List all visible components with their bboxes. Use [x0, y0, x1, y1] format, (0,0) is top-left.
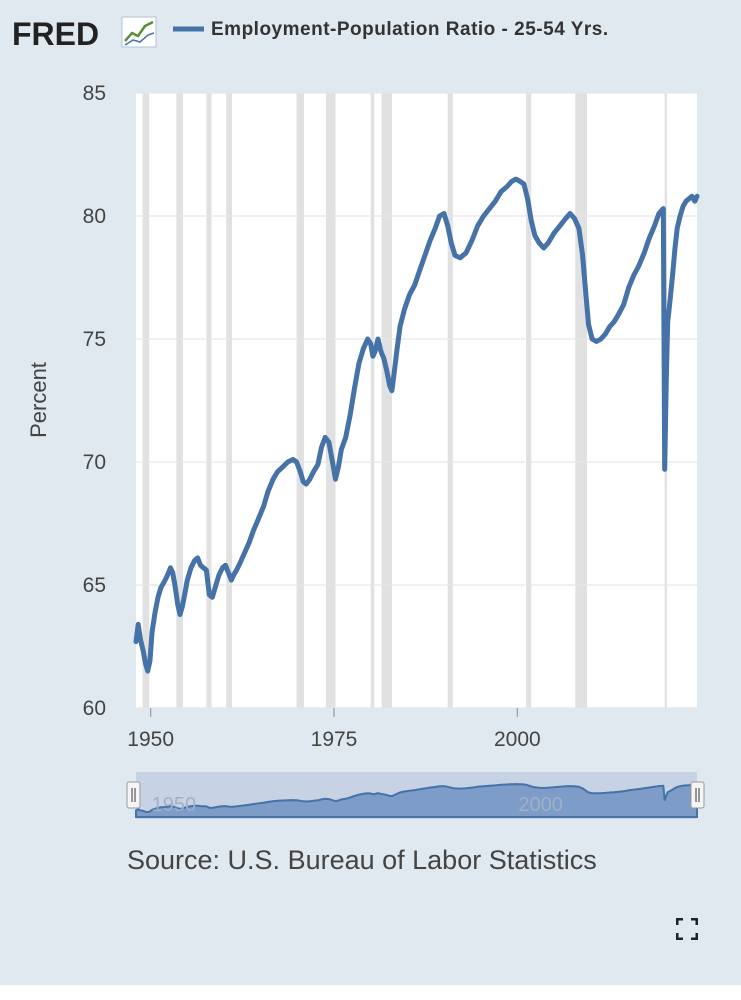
x-tick-label-2000: 2000: [494, 728, 541, 751]
navigator-x-ticks: 1950 2000: [152, 794, 563, 816]
navigator-tick-label-1: 2000: [518, 794, 563, 816]
recession-band-5: [325, 93, 336, 708]
recession-band-7: [381, 93, 392, 708]
recession-bands: [142, 93, 667, 708]
fred-logo[interactable]: FRED: [12, 16, 157, 52]
bottom-bar: [0, 985, 741, 1000]
navigator[interactable]: 1950 2000: [126, 772, 705, 819]
navigator-left-handle[interactable]: [126, 781, 141, 809]
recession-band-3: [226, 93, 233, 708]
x-tick-label-1975: 1975: [311, 728, 358, 751]
navigator-right-handle[interactable]: [690, 781, 705, 809]
recession-band-6: [370, 93, 375, 708]
recession-band-0: [142, 93, 150, 708]
y-axis-label: Percent: [26, 362, 51, 438]
y-tick-label-70: 70: [83, 451, 106, 474]
legend-label: Employment-Population Ratio - 25-54 Yrs.: [211, 19, 609, 40]
y-tick-label-75: 75: [83, 328, 106, 351]
y-tick-label-80: 80: [83, 205, 106, 228]
recession-band-4: [296, 93, 304, 708]
x-axis-ticks: 1950 1975 2000: [127, 708, 541, 751]
recession-band-9: [526, 93, 532, 708]
recession-band-2: [206, 93, 212, 708]
series-line-employment-population-ratio[interactable]: [133, 176, 700, 674]
y-tick-label-65: 65: [83, 574, 106, 597]
fred-logo-graph-icon: [121, 16, 157, 48]
source-text: Source: U.S. Bureau of Labor Statistics: [127, 845, 597, 875]
y-axis-ticks: 60 65 70 75 80 85: [83, 82, 106, 720]
navigator-tick-label-0: 1950: [152, 794, 197, 816]
navigator-series-area: [135, 783, 698, 818]
y-tick-label-60: 60: [83, 697, 106, 720]
plot-background: [136, 93, 697, 708]
recession-band-10: [575, 93, 587, 708]
y-tick-label-85: 85: [83, 82, 106, 105]
recession-band-1: [176, 93, 183, 708]
legend: Employment-Population Ratio - 25-54 Yrs.: [173, 19, 609, 40]
x-tick-label-1950: 1950: [127, 728, 174, 751]
recession-band-8: [447, 93, 453, 708]
fullscreen-icon[interactable]: [676, 918, 698, 940]
fred-logo-text: FRED: [12, 16, 99, 52]
